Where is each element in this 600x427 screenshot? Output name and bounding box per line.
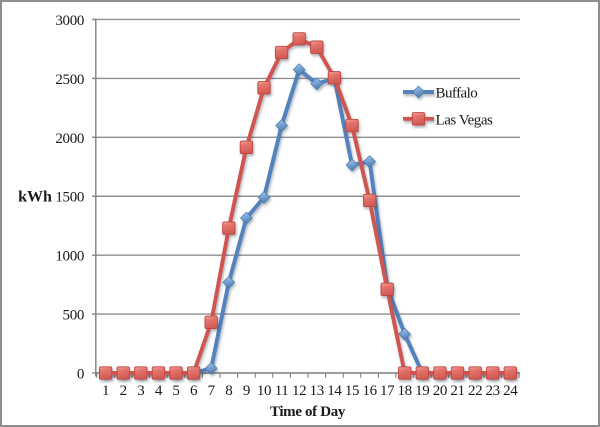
svg-text:2: 2 xyxy=(120,383,127,399)
svg-text:10: 10 xyxy=(257,383,271,399)
svg-text:20: 20 xyxy=(433,383,447,399)
svg-text:18: 18 xyxy=(398,383,412,399)
svg-text:6: 6 xyxy=(190,383,198,399)
svg-text:0: 0 xyxy=(77,367,84,383)
svg-text:500: 500 xyxy=(63,308,84,324)
svg-text:21: 21 xyxy=(450,383,464,399)
svg-text:23: 23 xyxy=(486,383,500,399)
svg-text:8: 8 xyxy=(225,383,232,399)
svg-text:2500: 2500 xyxy=(55,72,84,88)
svg-text:13: 13 xyxy=(310,383,324,399)
svg-text:kWh: kWh xyxy=(18,188,52,205)
svg-text:17: 17 xyxy=(380,383,395,399)
svg-text:1: 1 xyxy=(102,383,109,399)
svg-text:19: 19 xyxy=(415,383,429,399)
svg-text:Las Vegas: Las Vegas xyxy=(436,112,494,128)
svg-text:7: 7 xyxy=(208,383,216,399)
svg-text:2000: 2000 xyxy=(55,131,84,147)
svg-text:24: 24 xyxy=(503,383,518,399)
svg-text:11: 11 xyxy=(275,383,289,399)
svg-text:3: 3 xyxy=(137,383,144,399)
svg-text:Buffalo: Buffalo xyxy=(436,86,478,102)
svg-text:22: 22 xyxy=(468,383,482,399)
svg-text:4: 4 xyxy=(155,383,163,399)
svg-text:12: 12 xyxy=(292,383,306,399)
svg-text:14: 14 xyxy=(327,383,342,399)
svg-text:16: 16 xyxy=(362,383,377,399)
svg-text:9: 9 xyxy=(243,383,250,399)
svg-text:15: 15 xyxy=(345,383,359,399)
svg-text:1000: 1000 xyxy=(55,249,84,265)
svg-text:1500: 1500 xyxy=(55,190,84,206)
svg-text:5: 5 xyxy=(172,383,179,399)
svg-text:Time of Day: Time of Day xyxy=(270,404,346,420)
svg-text:3000: 3000 xyxy=(55,13,84,29)
